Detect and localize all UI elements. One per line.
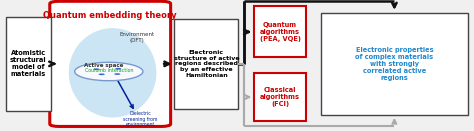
Circle shape [74,62,143,81]
Circle shape [93,68,100,70]
Text: Active space: Active space [84,63,124,68]
Text: Coulomb interaction: Coulomb interaction [85,68,134,73]
FancyBboxPatch shape [321,13,468,115]
Text: Quantum
algorithms
(PEA, VQE): Quantum algorithms (PEA, VQE) [260,22,301,42]
Ellipse shape [69,28,156,118]
Text: Electronic
structure of active
regions described
by an effective
Hamiltonian: Electronic structure of active regions d… [173,50,239,78]
Text: Dielectric
screening from
environment: Dielectric screening from environment [123,111,157,127]
FancyBboxPatch shape [254,73,306,121]
Text: Environment
(DFT): Environment (DFT) [119,32,155,43]
FancyBboxPatch shape [6,17,51,111]
FancyBboxPatch shape [50,1,171,126]
Text: Atomistic
structural
model of
materials: Atomistic structural model of materials [10,50,46,77]
Text: Electronic properties
of complex materials
with strongly
correlated active
regio: Electronic properties of complex materia… [356,47,433,81]
Text: Classical
algorithms
(FCI): Classical algorithms (FCI) [260,87,300,107]
Circle shape [114,73,120,75]
FancyBboxPatch shape [254,6,306,58]
Circle shape [115,68,121,70]
Circle shape [99,73,105,75]
FancyBboxPatch shape [174,19,238,109]
Text: Quantum embedding theory: Quantum embedding theory [44,12,177,20]
